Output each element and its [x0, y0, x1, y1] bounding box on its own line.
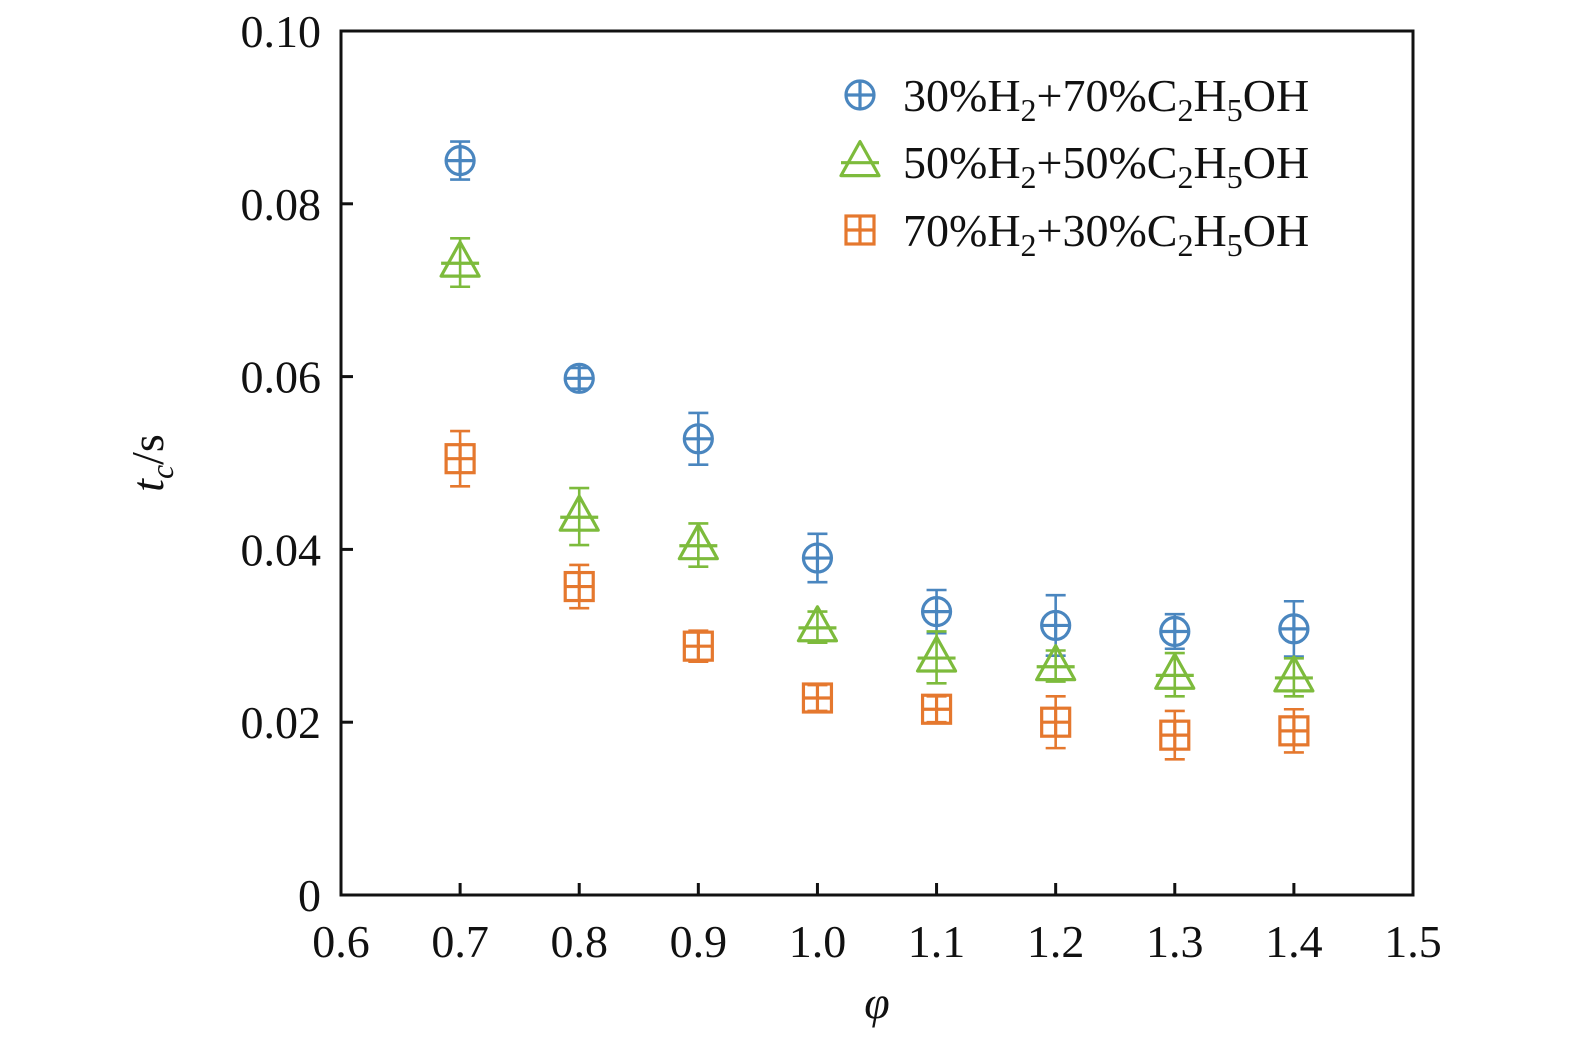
- data-point: [1159, 709, 1191, 761]
- y-tick-label: 0: [298, 870, 321, 921]
- data-point: [558, 486, 600, 547]
- data-point: [920, 693, 953, 725]
- legend: 30%H2+70%C2H5OH 50%H2+50%C2H5OH 70%H2+30%C…: [839, 70, 1309, 263]
- series-1: [444, 140, 1310, 658]
- plot-frame: [339, 29, 1415, 897]
- data-point: [1273, 655, 1315, 698]
- data-point: [1154, 651, 1196, 698]
- legend-entry-2: 50%H2+50%C2H5OH: [839, 137, 1309, 195]
- x-tick-label: 1.1: [908, 916, 966, 967]
- x-tick-label: 1.5: [1384, 916, 1442, 967]
- data-point: [1278, 599, 1310, 658]
- x-tick-label: 1.4: [1265, 916, 1323, 967]
- x-tick-label: 1.2: [1027, 916, 1085, 967]
- data-point: [682, 629, 714, 664]
- x-tick-label: 0.7: [431, 916, 489, 967]
- y-axis: 0 0.02 0.04 0.06 0.08 0.10: [241, 6, 353, 921]
- data-point: [1278, 707, 1310, 754]
- x-axis-label: φ: [864, 977, 889, 1028]
- data-point: [1159, 612, 1191, 651]
- data-point: [677, 522, 719, 568]
- x-tick-label: 0.8: [550, 916, 608, 967]
- plot-area: [339, 29, 1415, 897]
- x-tick-label: 0.9: [670, 916, 728, 967]
- y-tick-label: 0.10: [241, 6, 322, 57]
- legend-marker: [844, 214, 876, 246]
- x-tick-label: 0.6: [312, 916, 370, 967]
- x-tick-label: 1.0: [789, 916, 847, 967]
- legend-entry-3: 70%H2+30%C2H5OH: [844, 205, 1309, 263]
- y-tick-label: 0.06: [241, 352, 322, 403]
- data-point: [444, 140, 476, 181]
- series-2: [439, 237, 1315, 698]
- legend-label: 50%H2+50%C2H5OH: [903, 137, 1309, 195]
- data-point: [801, 682, 834, 714]
- series-3: [444, 429, 1310, 761]
- y-tick-label: 0.04: [241, 524, 322, 575]
- series-layer: [439, 140, 1315, 761]
- x-tick-label: 1.3: [1146, 916, 1204, 967]
- y-axis-label-sub: c: [144, 465, 180, 479]
- data-point: [439, 237, 481, 289]
- legend-label: 70%H2+30%C2H5OH: [903, 205, 1309, 263]
- data-point: [801, 532, 834, 584]
- y-axis-label-main: t: [122, 478, 173, 492]
- x-axis: 0.6 0.7 0.8 0.9 1.0 1.1 1.2 1.3 1.4 1.5: [312, 883, 1442, 967]
- legend-entry-1: 30%H2+70%C2H5OH: [844, 70, 1309, 128]
- y-axis-label: tc/s: [122, 434, 180, 492]
- data-point: [444, 429, 476, 488]
- data-point: [682, 411, 714, 467]
- data-point: [563, 362, 595, 394]
- y-tick-label: 0.08: [241, 179, 322, 230]
- data-point: [563, 563, 595, 610]
- y-tick-label: 0.02: [241, 697, 322, 748]
- legend-marker: [844, 79, 876, 111]
- legend-marker: [839, 140, 881, 178]
- data-point: [796, 605, 839, 645]
- data-point: [915, 630, 958, 685]
- data-point: [1040, 694, 1072, 750]
- data-point: [1035, 644, 1077, 683]
- legend-label: 30%H2+70%C2H5OH: [903, 70, 1309, 128]
- y-axis-label-unit: /s: [122, 434, 173, 465]
- data-point: [920, 588, 953, 635]
